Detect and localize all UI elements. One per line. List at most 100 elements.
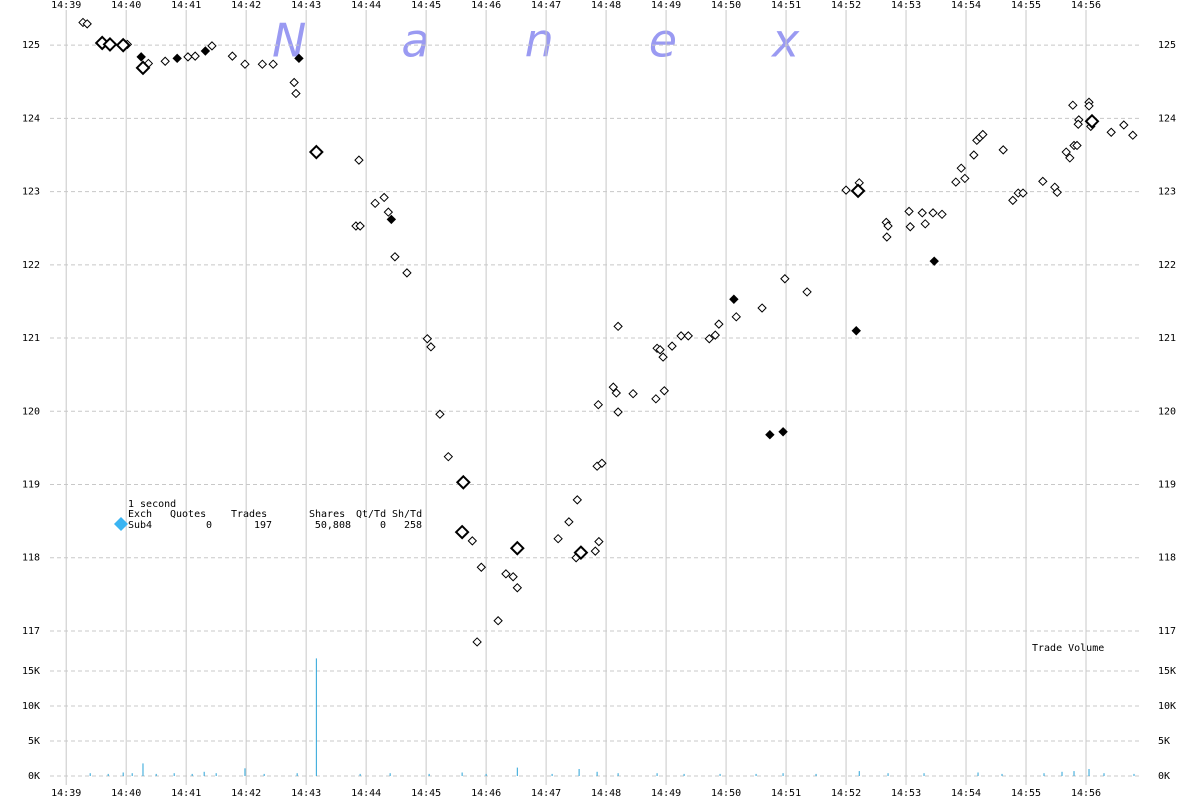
trade-point xyxy=(240,59,250,69)
trade-point xyxy=(509,540,525,556)
volume-bar xyxy=(203,771,205,776)
volume-bar xyxy=(1133,773,1135,776)
trade-point xyxy=(780,274,790,284)
trade-point xyxy=(778,427,788,437)
trade-point xyxy=(651,394,661,404)
x-tick-label: 14:48 xyxy=(591,0,621,11)
y-tick-label: 124 xyxy=(1158,113,1176,124)
volume-bar xyxy=(191,773,193,776)
x-tick-label: 14:47 xyxy=(531,788,561,799)
trade-point xyxy=(383,207,394,217)
y-tick-label: 124 xyxy=(22,113,40,124)
x-tick-label: 14:41 xyxy=(171,788,201,799)
x-tick-label: 14:51 xyxy=(771,788,801,799)
info-header: Shares xyxy=(309,509,345,520)
trade-point xyxy=(655,345,665,355)
x-tick-label: 14:45 xyxy=(411,788,441,799)
trade-point xyxy=(613,321,623,332)
trade-point xyxy=(160,56,170,66)
trade-point xyxy=(1052,187,1062,198)
trade-point xyxy=(710,330,720,340)
volume-bar xyxy=(1103,773,1105,776)
trade-point xyxy=(929,256,939,266)
trade-point xyxy=(1128,130,1138,140)
info-header: Exch xyxy=(128,509,152,520)
trade-point xyxy=(841,185,851,195)
trade-point xyxy=(667,341,677,351)
trade-point xyxy=(960,173,970,184)
volume-bar xyxy=(977,772,979,776)
y-tick-label: 120 xyxy=(1158,406,1176,417)
volume-bar xyxy=(815,773,817,776)
volume-bar xyxy=(389,773,391,776)
volume-bar xyxy=(155,773,157,776)
volume-tick-label: 15K xyxy=(1158,666,1176,677)
trade-point xyxy=(354,155,364,165)
info-interval: 1 second xyxy=(128,499,176,510)
x-tick-label: 14:44 xyxy=(351,788,381,799)
info-value: 258 xyxy=(404,520,422,531)
x-tick-label: 14:44 xyxy=(351,0,381,11)
volume-tick-label: 15K xyxy=(22,666,40,677)
trade-point xyxy=(969,150,979,160)
y-tick-label: 123 xyxy=(22,187,40,198)
trade-point xyxy=(573,545,589,561)
x-tick-label: 14:54 xyxy=(951,0,981,11)
trade-point xyxy=(1084,101,1094,111)
y-tick-label: 122 xyxy=(22,260,40,271)
x-tick-label: 14:47 xyxy=(531,0,561,11)
x-tick-label: 14:55 xyxy=(1011,788,1041,799)
volume-bar xyxy=(516,767,518,776)
trade-point xyxy=(268,59,278,69)
info-value: 0 xyxy=(206,520,212,531)
trade-point xyxy=(883,221,893,231)
trade-point xyxy=(355,221,365,231)
trade-point xyxy=(594,536,604,547)
x-tick-label: 14:54 xyxy=(951,788,981,799)
trade-point xyxy=(476,562,487,572)
trade-point xyxy=(998,145,1008,155)
volume-bar xyxy=(617,773,619,776)
trade-point xyxy=(928,208,938,218)
volume-bar xyxy=(173,773,175,776)
volume-bar xyxy=(551,773,553,776)
x-tick-label: 14:48 xyxy=(591,788,621,799)
volume-tick-label: 5K xyxy=(28,736,40,747)
trade-point xyxy=(613,407,623,417)
info-value: 50,808 xyxy=(315,520,351,531)
volume-tick-label: 10K xyxy=(1158,701,1176,712)
x-tick-label: 14:40 xyxy=(111,0,141,11)
info-header: Qt/Td xyxy=(356,509,386,520)
trade-point xyxy=(572,495,583,505)
volume-bar xyxy=(461,772,463,776)
trade-point xyxy=(207,41,217,51)
x-tick-label: 14:51 xyxy=(771,0,801,11)
x-tick-label: 14:40 xyxy=(111,788,141,799)
trade-point xyxy=(850,183,866,199)
volume-bar xyxy=(131,773,133,776)
trade-point xyxy=(291,88,301,99)
x-tick-label: 14:50 xyxy=(711,0,741,11)
x-tick-label: 14:42 xyxy=(231,0,261,11)
trade-point xyxy=(590,546,601,556)
y-tick-label: 120 xyxy=(22,406,40,417)
trade-point xyxy=(882,232,892,242)
volume-label: Trade Volume xyxy=(1032,643,1104,654)
volume-bar xyxy=(1073,771,1075,776)
volume-tick-label: 5K xyxy=(1158,736,1170,747)
trade-point xyxy=(729,294,739,304)
x-tick-label: 14:39 xyxy=(51,788,81,799)
trade-point xyxy=(714,319,724,329)
info-value: 0 xyxy=(380,520,386,531)
volume-bar xyxy=(485,773,487,776)
trade-point xyxy=(1068,100,1078,110)
trade-point xyxy=(765,430,775,440)
volume-bar xyxy=(923,773,925,776)
volume-bar xyxy=(1061,771,1063,776)
trade-point xyxy=(402,268,412,278)
x-tick-label: 14:43 xyxy=(291,788,321,799)
volume-bar xyxy=(858,771,860,776)
trade-point xyxy=(386,214,397,225)
trade-point xyxy=(683,331,693,341)
volume-bar xyxy=(683,773,685,776)
